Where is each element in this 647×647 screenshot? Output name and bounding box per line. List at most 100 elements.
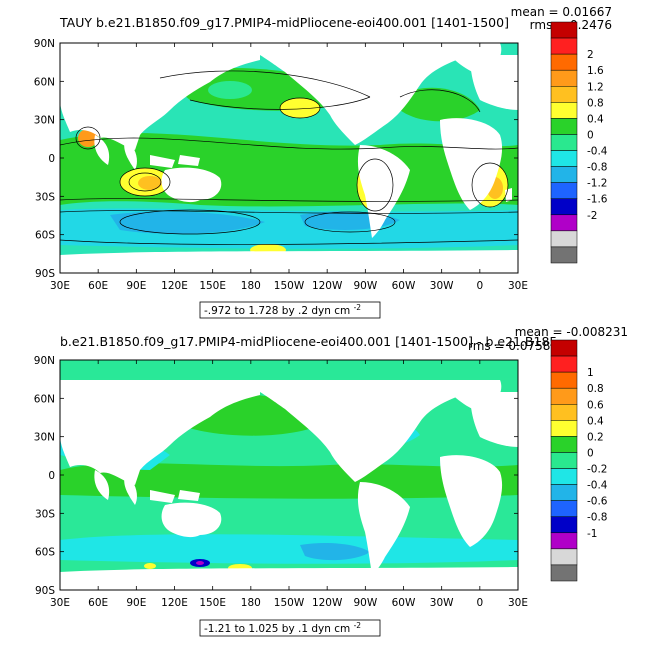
panel-1-range-label: -.972 to 1.728 by .2 dyn cm bbox=[204, 305, 350, 317]
lat-label: 60S bbox=[35, 230, 55, 242]
colorbar-label: -1.6 bbox=[587, 194, 608, 206]
lon-label: 60E bbox=[88, 597, 108, 609]
colorbar-swatch bbox=[550, 118, 578, 135]
colorbar-swatch bbox=[550, 548, 578, 566]
colorbar-swatch bbox=[550, 436, 578, 453]
colorbar-swatch bbox=[550, 150, 578, 167]
lon-label: 60W bbox=[392, 280, 416, 292]
panel-1-title: TAUY b.e21.B1850.f09_g17.PMIP4-midPlioce… bbox=[59, 15, 509, 30]
lon-label: 150W bbox=[274, 280, 305, 292]
lon-label: 150E bbox=[199, 597, 226, 609]
lat-label: 30N bbox=[34, 115, 55, 127]
colorbar-label: -1.2 bbox=[587, 178, 608, 190]
colorbar-swatch bbox=[550, 468, 578, 485]
colorbar-swatch bbox=[550, 339, 578, 357]
lon-label: 90E bbox=[126, 280, 146, 292]
colorbar-label: 1 bbox=[587, 367, 594, 379]
colorbar-label: -0.4 bbox=[587, 480, 608, 492]
colorbar-label: -1 bbox=[587, 528, 597, 540]
lat-label: 0 bbox=[48, 153, 55, 165]
lat-label: 60S bbox=[35, 547, 55, 559]
panel-1-land bbox=[60, 43, 518, 273]
colorbar-swatch bbox=[550, 387, 578, 405]
lat-label: 90S bbox=[35, 585, 55, 597]
panel-1-colorbar: 2 1.6 1.2 0.8 0.4 0 -0.4 -0.8 -1.2 -1.6 -2 bbox=[550, 21, 608, 264]
colorbar-label: 0.8 bbox=[587, 97, 604, 109]
lat-label: 90N bbox=[34, 355, 55, 367]
colorbar-label: -0.4 bbox=[587, 146, 608, 158]
panel-1-axes: 90N 60N 30N 0 30S 60S 90S 30E 60E 90E 120E 150E 180 1… bbox=[34, 38, 528, 292]
colorbar-swatch bbox=[550, 564, 578, 582]
panel-2: b.e21.B1850.f09_g17.PMIP4-midPliocene-eo… bbox=[34, 325, 628, 637]
lon-label: 120E bbox=[161, 280, 188, 292]
lon-label: 120W bbox=[312, 597, 343, 609]
colorbar-swatch bbox=[550, 134, 578, 151]
lon-label: 0 bbox=[476, 597, 483, 609]
colorbar-label: -0.2 bbox=[587, 464, 608, 476]
colorbar-label: 0.4 bbox=[587, 113, 604, 125]
lon-label: 120W bbox=[312, 280, 343, 292]
colorbar-swatch bbox=[550, 532, 578, 550]
panel-2-map bbox=[60, 360, 518, 590]
lon-label: 90W bbox=[353, 280, 377, 292]
lon-label: 180 bbox=[241, 280, 261, 292]
panel-1-map bbox=[60, 43, 518, 273]
lat-label: 30S bbox=[35, 191, 55, 203]
svg-text:-1.21 to 1.025 by .1 dyn cm: -1.21 to 1.025 by .1 dyn cm -2 bbox=[204, 621, 361, 635]
colorbar-swatch bbox=[550, 452, 578, 469]
colorbar-swatch bbox=[550, 37, 578, 55]
panel-1-range-box: -.972 to 1.728 by .2 dyn cm -2 bbox=[199, 301, 381, 319]
colorbar-swatch bbox=[550, 516, 578, 534]
colorbar-swatch bbox=[550, 53, 578, 71]
colorbar-swatch bbox=[550, 102, 578, 119]
lat-label: 90S bbox=[35, 268, 55, 280]
colorbar-label: 0 bbox=[587, 129, 594, 141]
panel-2-rms: rms = 0.07588 bbox=[468, 339, 558, 353]
panel-2-range-box: -1.21 to 1.025 by .1 dyn cm -2 bbox=[199, 619, 381, 637]
colorbar-swatch bbox=[550, 420, 578, 437]
colorbar-label: 0.8 bbox=[587, 383, 604, 395]
lon-label: 30E bbox=[50, 597, 70, 609]
lon-label: 150W bbox=[274, 597, 305, 609]
colorbar-label: -0.8 bbox=[587, 512, 608, 524]
colorbar-label: -0.6 bbox=[587, 496, 608, 508]
lon-label: 30W bbox=[430, 280, 454, 292]
lon-label: 60E bbox=[88, 280, 108, 292]
lat-label: 30N bbox=[34, 432, 55, 444]
lat-label: 30S bbox=[35, 508, 55, 520]
panel-1-range-exponent: -2 bbox=[354, 303, 362, 312]
lon-label: 30E bbox=[508, 597, 528, 609]
colorbar-label: 2 bbox=[587, 49, 594, 61]
lon-label: 120E bbox=[161, 597, 188, 609]
panel-2-range-exponent: -2 bbox=[354, 621, 362, 630]
colorbar-swatch bbox=[550, 198, 578, 216]
panel-2-land bbox=[60, 380, 518, 590]
colorbar-swatch bbox=[550, 182, 578, 199]
lon-label: 180 bbox=[241, 597, 261, 609]
lon-label: 150E bbox=[199, 280, 226, 292]
lat-label: 90N bbox=[34, 38, 55, 50]
lon-label: 90E bbox=[126, 597, 146, 609]
colorbar-label: 0 bbox=[587, 447, 594, 459]
colorbar-swatch bbox=[550, 214, 578, 232]
colorbar-label: -2 bbox=[587, 210, 597, 222]
colorbar-label: 0.2 bbox=[587, 431, 604, 443]
lat-label: 60N bbox=[34, 76, 55, 88]
lon-label: 0 bbox=[476, 280, 483, 292]
colorbar-label: 1.6 bbox=[587, 65, 604, 77]
colorbar-swatch bbox=[550, 355, 578, 373]
colorbar-swatch bbox=[550, 371, 578, 389]
lat-label: 60N bbox=[34, 393, 55, 405]
panel-2-mean: mean = -0.008231 bbox=[515, 325, 628, 339]
colorbar-swatch bbox=[550, 404, 578, 421]
panel-1: TAUY b.e21.B1850.f09_g17.PMIP4-midPlioce… bbox=[34, 5, 612, 319]
colorbar-swatch bbox=[550, 246, 578, 264]
lon-label: 60W bbox=[392, 597, 416, 609]
lat-label: 0 bbox=[48, 470, 55, 482]
colorbar-label: -0.8 bbox=[587, 162, 608, 174]
colorbar-swatch bbox=[550, 230, 578, 248]
lon-label: 30E bbox=[508, 280, 528, 292]
colorbar-label: 0.4 bbox=[587, 415, 604, 427]
